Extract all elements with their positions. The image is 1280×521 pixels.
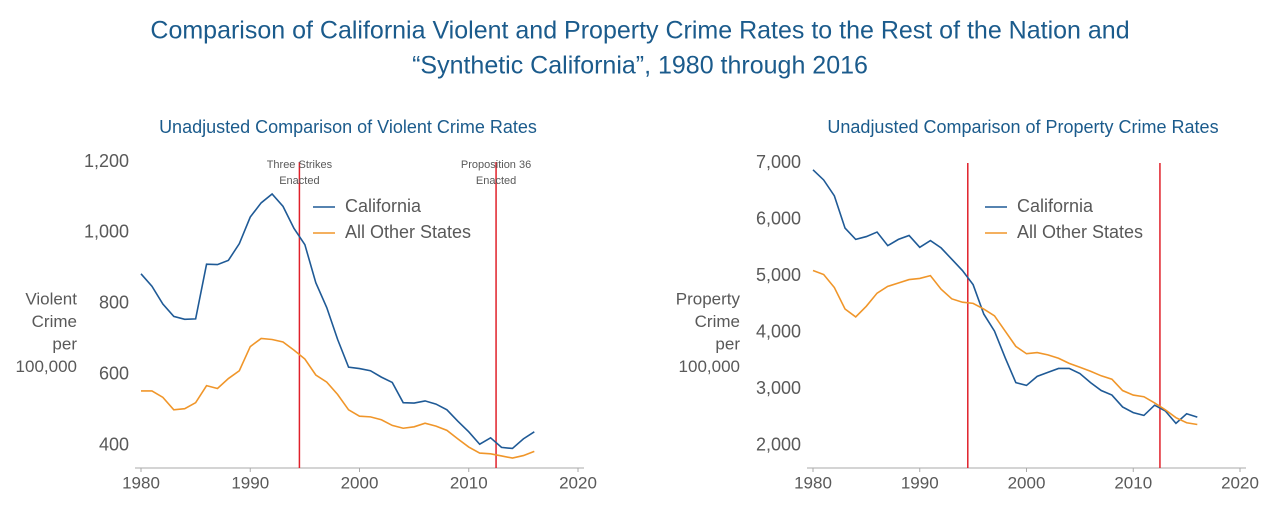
event-label: Three Strikes <box>267 159 333 171</box>
y-tick-label: 400 <box>99 435 129 455</box>
x-tick-label: 1980 <box>794 473 832 492</box>
series-line <box>812 169 1198 425</box>
y-tick-label: 800 <box>99 293 129 313</box>
x-tick-label: 2010 <box>1114 473 1152 492</box>
y-tick-label: 2,000 <box>756 435 801 455</box>
y-axis-label: Crime <box>32 312 77 331</box>
legend-label: California <box>345 196 422 216</box>
y-tick-label: 1,200 <box>84 151 129 171</box>
x-tick-label: 2020 <box>1221 473 1259 492</box>
y-axis-label: 100,000 <box>16 357 77 376</box>
x-tick-label: 1990 <box>901 473 939 492</box>
y-axis-label: Violent <box>25 289 77 308</box>
y-tick-label: 1,000 <box>84 222 129 242</box>
chart-title: Unadjusted Comparison of Violent Crime R… <box>159 117 537 137</box>
x-tick-label: 2010 <box>450 473 488 492</box>
y-tick-label: 4,000 <box>756 322 801 342</box>
chart-title: Unadjusted Comparison of Property Crime … <box>827 117 1218 137</box>
x-tick-label: 2000 <box>341 473 379 492</box>
x-tick-label: 1990 <box>231 473 269 492</box>
y-tick-label: 6,000 <box>756 208 801 228</box>
y-tick-label: 3,000 <box>756 378 801 398</box>
y-axis-label: Property <box>676 289 741 308</box>
event-label: Proposition 36 <box>461 159 531 171</box>
x-tick-label: 2020 <box>559 473 597 492</box>
y-tick-label: 5,000 <box>756 265 801 285</box>
y-axis-label: per <box>52 334 77 353</box>
series-line <box>140 192 535 450</box>
y-tick-label: 600 <box>99 364 129 384</box>
y-axis-label: per <box>715 334 740 353</box>
legend-label: California <box>1017 196 1094 216</box>
series-line <box>812 269 1198 426</box>
y-tick-label: 7,000 <box>756 152 801 172</box>
event-label: Enacted <box>279 175 319 187</box>
x-tick-label: 2000 <box>1008 473 1046 492</box>
x-tick-label: 1980 <box>122 473 160 492</box>
y-axis-label: 100,000 <box>679 357 740 376</box>
legend-label: All Other States <box>1017 222 1143 242</box>
legend-label: All Other States <box>345 222 471 242</box>
main-title: Comparison of California Violent and Pro… <box>150 17 1129 45</box>
main-title: “Synthetic California”, 1980 through 201… <box>412 52 868 80</box>
y-axis-label: Crime <box>695 312 740 331</box>
series-line <box>141 337 535 459</box>
event-label: Enacted <box>476 175 516 187</box>
